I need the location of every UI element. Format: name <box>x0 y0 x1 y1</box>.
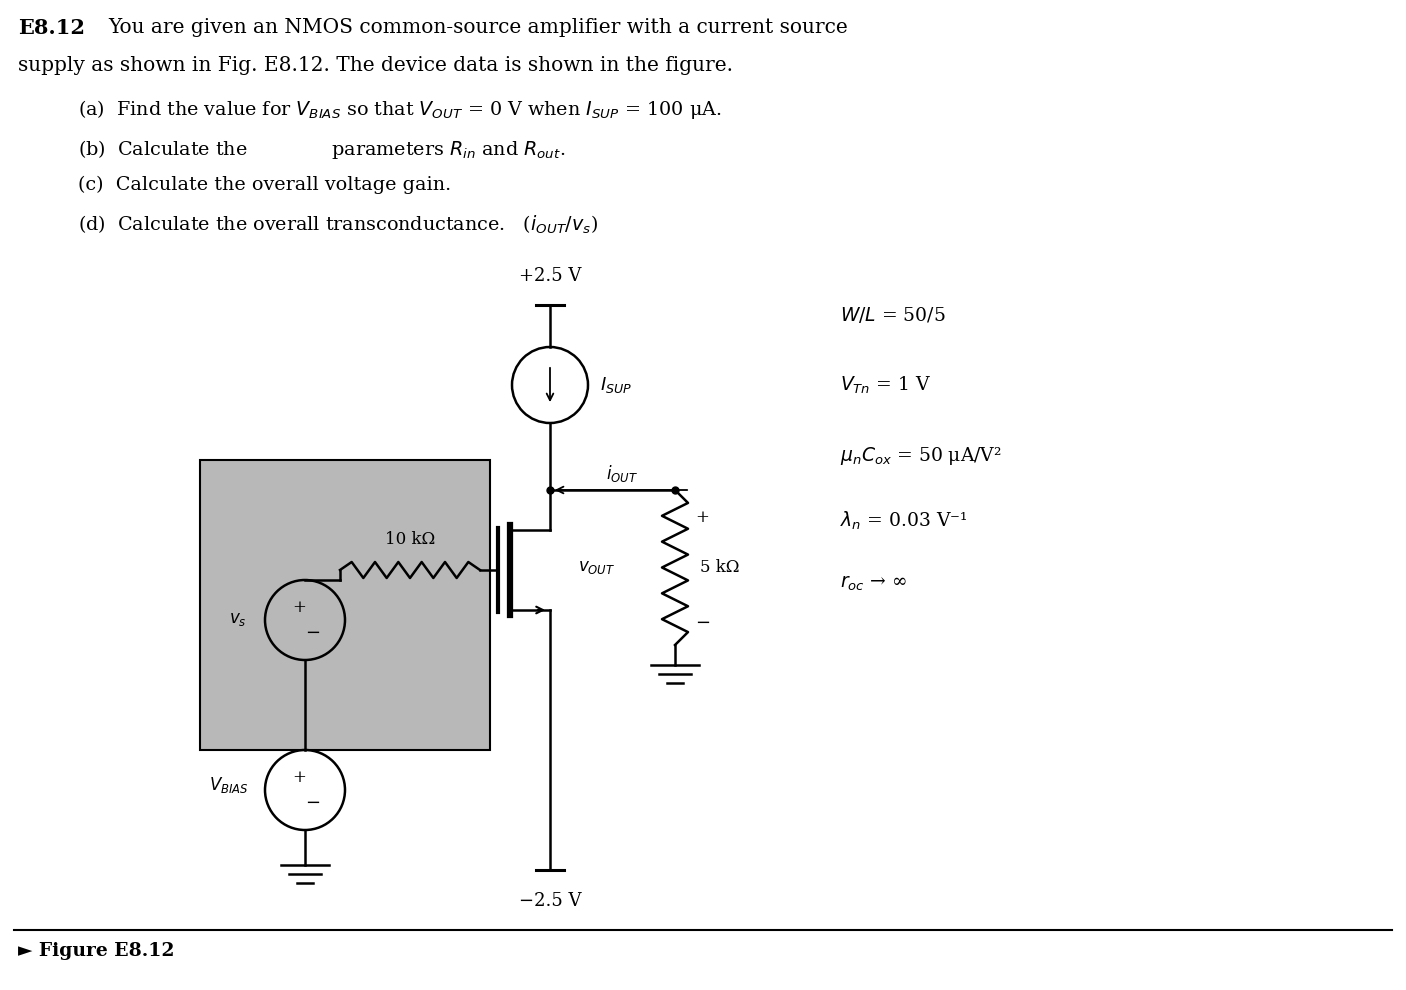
Text: $\lambda_n$ = 0.03 V⁻¹: $\lambda_n$ = 0.03 V⁻¹ <box>839 510 967 533</box>
Text: You are given an NMOS common-source amplifier with a current source: You are given an NMOS common-source ampl… <box>108 18 848 37</box>
Text: 10 kΩ: 10 kΩ <box>385 531 434 548</box>
Text: ► Figure E8.12: ► Figure E8.12 <box>18 942 174 960</box>
Text: $V_{Tn}$ = 1 V: $V_{Tn}$ = 1 V <box>839 375 931 396</box>
Text: $i_{OUT}$: $i_{OUT}$ <box>606 463 638 484</box>
Text: +2.5 V: +2.5 V <box>519 267 581 285</box>
Text: +: + <box>292 769 307 786</box>
Text: $V_{BIAS}$: $V_{BIAS}$ <box>209 775 249 795</box>
Text: $v_s$: $v_s$ <box>229 612 247 629</box>
Text: −2.5 V: −2.5 V <box>519 892 581 910</box>
Text: +: + <box>292 600 307 617</box>
Text: −: − <box>695 614 710 632</box>
Text: (a)  Find the value for $V_{BIAS}$ so that $V_{OUT}$ = 0 V when $I_{SUP}$ = 100 : (a) Find the value for $V_{BIAS}$ so tha… <box>77 98 721 121</box>
Text: supply as shown in Fig. E8.12. The device data is shown in the figure.: supply as shown in Fig. E8.12. The devic… <box>18 56 733 75</box>
Text: $r_{oc}$ → ∞: $r_{oc}$ → ∞ <box>839 575 907 593</box>
Text: 5 kΩ: 5 kΩ <box>700 558 740 575</box>
Text: (b)  Calculate the              parameters $R_{in}$ and $R_{out}$.: (b) Calculate the parameters $R_{in}$ an… <box>77 138 565 161</box>
Text: $I_{SUP}$: $I_{SUP}$ <box>600 375 633 395</box>
Text: $\mu_n C_{ox}$ = 50 μA/V²: $\mu_n C_{ox}$ = 50 μA/V² <box>839 445 1001 467</box>
Text: $v_{OUT}$: $v_{OUT}$ <box>578 558 614 575</box>
Text: (d)  Calculate the overall transconductance.   ($i_{OUT}/v_s$): (d) Calculate the overall transconductan… <box>77 214 598 237</box>
Text: $W/L$ = 50/5: $W/L$ = 50/5 <box>839 305 946 325</box>
Text: (c)  Calculate the overall voltage gain.: (c) Calculate the overall voltage gain. <box>77 176 451 194</box>
Text: −: − <box>305 794 321 812</box>
Bar <box>200 460 491 750</box>
Text: E8.12: E8.12 <box>18 18 84 38</box>
Text: +: + <box>695 510 709 527</box>
Text: −: − <box>305 624 321 642</box>
